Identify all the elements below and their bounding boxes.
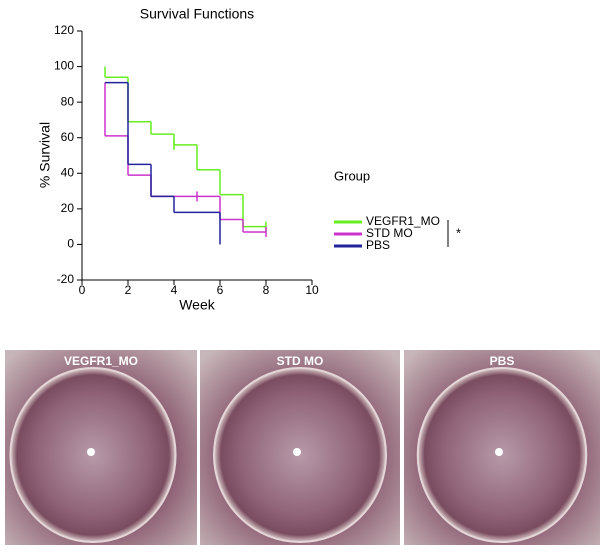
y-tick-label: 100 (54, 59, 74, 73)
photo-label: STD MO (277, 354, 324, 368)
x-tick-label: 0 (79, 283, 86, 297)
y-tick-label: 60 (61, 130, 75, 144)
legend-label: STD MO (366, 226, 413, 240)
x-tick-label: 4 (171, 283, 178, 297)
y-tick-label: 80 (61, 94, 75, 108)
x-axis-label: Week (179, 297, 216, 313)
x-tick-label: 8 (263, 283, 270, 297)
y-tick-label: 40 (61, 165, 75, 179)
legend-label: PBS (366, 238, 390, 252)
reflection (495, 448, 503, 456)
y-tick-label: -20 (57, 272, 75, 286)
x-tick-label: 6 (217, 283, 224, 297)
x-tick-label: 2 (125, 283, 132, 297)
photo-label: VEGFR1_MO (64, 354, 138, 368)
legend-title: Group (334, 168, 370, 183)
chart-title: Survival Functions (140, 6, 254, 22)
reflection (293, 448, 301, 456)
y-tick-label: 0 (67, 237, 74, 251)
x-tick-label: 10 (305, 283, 319, 297)
y-axis-label: % Survival (37, 122, 53, 188)
y-tick-label: 120 (54, 23, 74, 37)
cornea (213, 367, 387, 543)
photo-label: PBS (490, 354, 515, 368)
legend-label: VEGFR1_MO (366, 214, 440, 228)
reflection (87, 448, 95, 456)
cornea (416, 367, 588, 543)
y-tick-label: 20 (61, 201, 75, 215)
photo-row: VEGFR1_MO STD MO PBS (5, 350, 600, 545)
significance-mark: * (456, 225, 461, 240)
